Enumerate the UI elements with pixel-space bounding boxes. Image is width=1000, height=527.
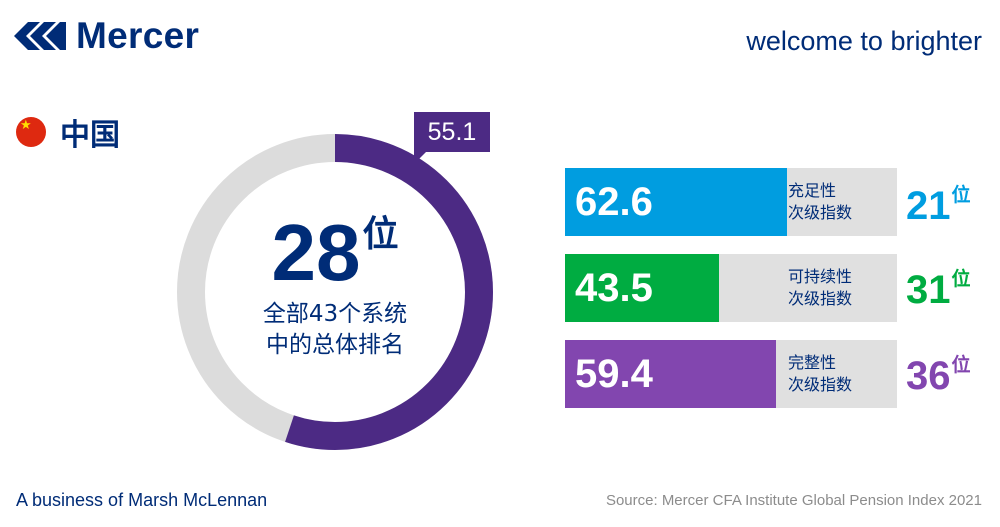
overall-rank-number: 28 xyxy=(271,208,361,297)
bar-value: 43.5 xyxy=(575,265,653,310)
bar-fill: 43.5 xyxy=(565,254,719,322)
bar-label: 充足性 次级指数 xyxy=(788,168,852,236)
overall-score-donut xyxy=(177,134,493,450)
bar-fill: 62.6 xyxy=(565,168,787,236)
sustainability-rank: 31 位 xyxy=(906,268,971,312)
overall-score-callout: 55.1 xyxy=(414,112,490,152)
sustainability-bar: 43.5 可持续性 次级指数 xyxy=(565,254,897,322)
bar-rank-number: 21 xyxy=(906,184,951,228)
mercer-logo-icon xyxy=(14,22,66,50)
overall-rank: 28 位 xyxy=(272,213,399,293)
bar-label-line2: 次级指数 xyxy=(788,203,853,222)
bar-rank-number: 36 xyxy=(906,354,951,398)
overall-rank-description: 全部43个系统 中的总体排名 xyxy=(263,299,407,361)
overall-rank-block: 28 位 全部43个系统 中的总体排名 xyxy=(175,132,495,452)
brand-name: Mercer xyxy=(76,15,200,56)
bar-label: 可持续性 次级指数 xyxy=(788,254,852,322)
bar-rank-suffix: 位 xyxy=(951,184,971,206)
bar-label: 完整性 次级指数 xyxy=(788,340,852,408)
mercer-logo: Mercer xyxy=(14,15,200,56)
bar-rank-suffix: 位 xyxy=(951,268,971,290)
integrity-rank: 36 位 xyxy=(906,354,971,398)
bar-label-line2: 次级指数 xyxy=(788,289,853,308)
bar-rank-suffix: 位 xyxy=(951,354,971,376)
source-note: Source: Mercer CFA Institute Global Pens… xyxy=(605,492,982,509)
china-flag-icon: ★ xyxy=(16,117,46,147)
donut-score-arc xyxy=(177,134,493,450)
bar-label-line2: 次级指数 xyxy=(788,375,853,394)
bar-value: 62.6 xyxy=(575,179,653,224)
overall-rank-desc-line2: 中的总体排名 xyxy=(266,332,404,358)
footer-attribution: A business of Marsh McLennan xyxy=(16,490,268,510)
bar-label-line1: 完整性 xyxy=(788,353,837,372)
tagline: welcome to brighter xyxy=(746,26,982,56)
overall-rank-suffix: 位 xyxy=(362,214,399,255)
bar-value: 59.4 xyxy=(575,351,653,396)
integrity-bar: 59.4 完整性 次级指数 xyxy=(565,340,897,408)
adequacy-rank: 21 位 xyxy=(906,184,971,228)
bar-label-line1: 充足性 xyxy=(788,181,837,200)
country-heading: ★ 中国 xyxy=(16,110,120,154)
callout-pointer xyxy=(414,150,428,164)
bar-fill: 59.4 xyxy=(565,340,776,408)
bar-rank-number: 31 xyxy=(906,268,951,312)
adequacy-bar: 62.6 充足性 次级指数 xyxy=(565,168,897,236)
overall-rank-desc-line1: 全部43个系统 xyxy=(262,301,408,327)
bar-label-line1: 可持续性 xyxy=(788,267,853,286)
country-name: 中国 xyxy=(60,118,120,153)
